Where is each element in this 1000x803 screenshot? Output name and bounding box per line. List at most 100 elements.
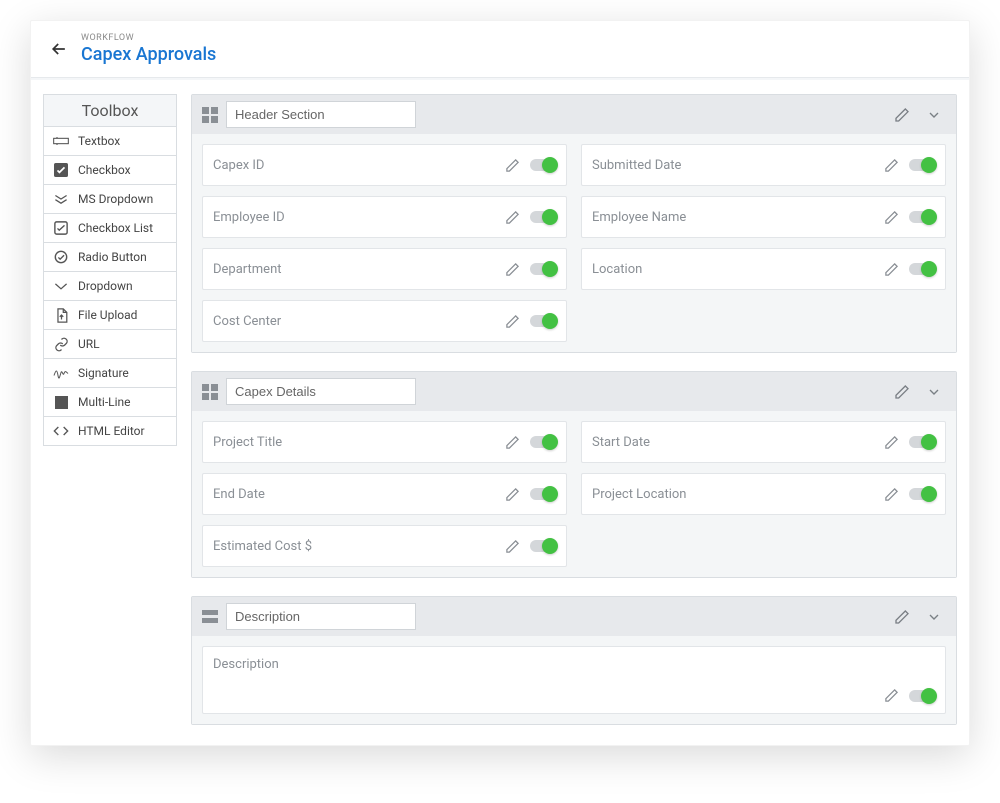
toggle-knob	[542, 209, 558, 225]
field-row[interactable]: Description	[202, 646, 946, 714]
field-toggle[interactable]	[909, 436, 935, 448]
section-edit-button[interactable]	[890, 382, 914, 402]
field-edit-button[interactable]	[505, 435, 520, 450]
tool-ms-dropdown[interactable]: MS Dropdown	[43, 185, 177, 214]
url-icon	[52, 337, 70, 352]
multi-line-icon	[52, 396, 70, 409]
field-toggle[interactable]	[909, 488, 935, 500]
tool-label: MS Dropdown	[78, 192, 153, 206]
tool-label: Multi-Line	[78, 395, 131, 409]
toolbox-title: Toolbox	[43, 94, 177, 127]
field-edit-button[interactable]	[505, 487, 520, 502]
field-edit-button[interactable]	[505, 210, 520, 225]
tool-textbox[interactable]: Textbox	[43, 127, 177, 156]
field-toggle[interactable]	[530, 159, 556, 171]
toggle-knob	[921, 209, 937, 225]
field-row[interactable]: Submitted Date	[581, 144, 946, 186]
field-label: Employee ID	[213, 210, 505, 225]
section-capex-details: Project Title Start Date	[191, 371, 957, 578]
section-title-input[interactable]	[226, 101, 416, 128]
field-edit-button[interactable]	[884, 262, 899, 277]
field-edit-button[interactable]	[505, 262, 520, 277]
back-button[interactable]	[43, 33, 75, 65]
edit-icon	[505, 262, 520, 277]
checkbox-icon	[52, 163, 70, 177]
field-label: End Date	[213, 487, 505, 502]
tool-url[interactable]: URL	[43, 330, 177, 359]
field-row[interactable]: Start Date	[581, 421, 946, 463]
field-row[interactable]: Estimated Cost $	[202, 525, 567, 567]
tool-dropdown[interactable]: Dropdown	[43, 272, 177, 301]
section-title-input[interactable]	[226, 378, 416, 405]
form-canvas: Capex ID Submitted Date	[191, 94, 957, 725]
section-edit-button[interactable]	[890, 105, 914, 125]
edit-icon	[894, 609, 910, 625]
edit-icon	[884, 158, 899, 173]
section-edit-button[interactable]	[890, 607, 914, 627]
tool-file-upload[interactable]: File Upload	[43, 301, 177, 330]
field-row[interactable]: Employee ID	[202, 196, 567, 238]
field-row[interactable]: Project Title	[202, 421, 567, 463]
field-edit-button[interactable]	[505, 539, 520, 554]
field-row[interactable]: End Date	[202, 473, 567, 515]
field-edit-button[interactable]	[884, 435, 899, 450]
field-toggle[interactable]	[909, 211, 935, 223]
field-toggle[interactable]	[530, 436, 556, 448]
field-toggle[interactable]	[530, 263, 556, 275]
field-edit-button[interactable]	[884, 688, 899, 703]
field-toggle[interactable]	[909, 690, 935, 702]
field-edit-button[interactable]	[505, 158, 520, 173]
tool-label: Dropdown	[78, 279, 133, 293]
toggle-knob	[542, 261, 558, 277]
tool-checkbox-list[interactable]: Checkbox List	[43, 214, 177, 243]
tool-radio[interactable]: Radio Button	[43, 243, 177, 272]
dropdown-icon	[52, 281, 70, 291]
section-collapse-button[interactable]	[922, 607, 946, 627]
field-toggle[interactable]	[909, 263, 935, 275]
section-title-input[interactable]	[226, 603, 416, 630]
edit-icon	[884, 210, 899, 225]
chevron-down-icon	[926, 107, 942, 123]
tool-signature[interactable]: Signature	[43, 359, 177, 388]
section-collapse-button[interactable]	[922, 382, 946, 402]
edit-icon	[884, 262, 899, 277]
field-toggle[interactable]	[530, 488, 556, 500]
field-edit-button[interactable]	[884, 210, 899, 225]
tool-label: Checkbox	[78, 163, 131, 177]
signature-icon	[52, 367, 70, 379]
tool-label: Signature	[78, 366, 129, 380]
header-titles: WORKFLOW Capex Approvals	[81, 33, 216, 65]
textbox-icon	[52, 135, 70, 147]
field-toggle[interactable]	[909, 159, 935, 171]
toggle-knob	[921, 688, 937, 704]
app-frame: WORKFLOW Capex Approvals Toolbox Textbox	[30, 20, 970, 746]
field-edit-button[interactable]	[884, 158, 899, 173]
field-toggle[interactable]	[530, 540, 556, 552]
field-toggle[interactable]	[530, 315, 556, 327]
field-edit-button[interactable]	[884, 487, 899, 502]
edit-icon	[884, 435, 899, 450]
field-row[interactable]: Capex ID	[202, 144, 567, 186]
tool-html-editor[interactable]: HTML Editor	[43, 417, 177, 446]
field-row[interactable]: Cost Center	[202, 300, 567, 342]
field-toggle[interactable]	[530, 211, 556, 223]
field-edit-button[interactable]	[505, 314, 520, 329]
section-header	[192, 95, 956, 134]
tool-multi-line[interactable]: Multi-Line	[43, 388, 177, 417]
tool-checkbox[interactable]: Checkbox	[43, 156, 177, 185]
tool-label: Textbox	[78, 134, 120, 148]
field-row[interactable]: Department	[202, 248, 567, 290]
field-row[interactable]: Project Location	[581, 473, 946, 515]
chevron-down-icon	[926, 384, 942, 400]
grid-icon	[202, 384, 218, 400]
page-header: WORKFLOW Capex Approvals	[31, 21, 969, 78]
field-row[interactable]: Location	[581, 248, 946, 290]
section-header	[192, 597, 956, 636]
edit-icon	[505, 314, 520, 329]
field-row[interactable]: Employee Name	[581, 196, 946, 238]
toggle-knob	[921, 434, 937, 450]
edit-icon	[884, 487, 899, 502]
field-label: Start Date	[592, 435, 884, 450]
field-label: Cost Center	[213, 314, 505, 329]
section-collapse-button[interactable]	[922, 105, 946, 125]
